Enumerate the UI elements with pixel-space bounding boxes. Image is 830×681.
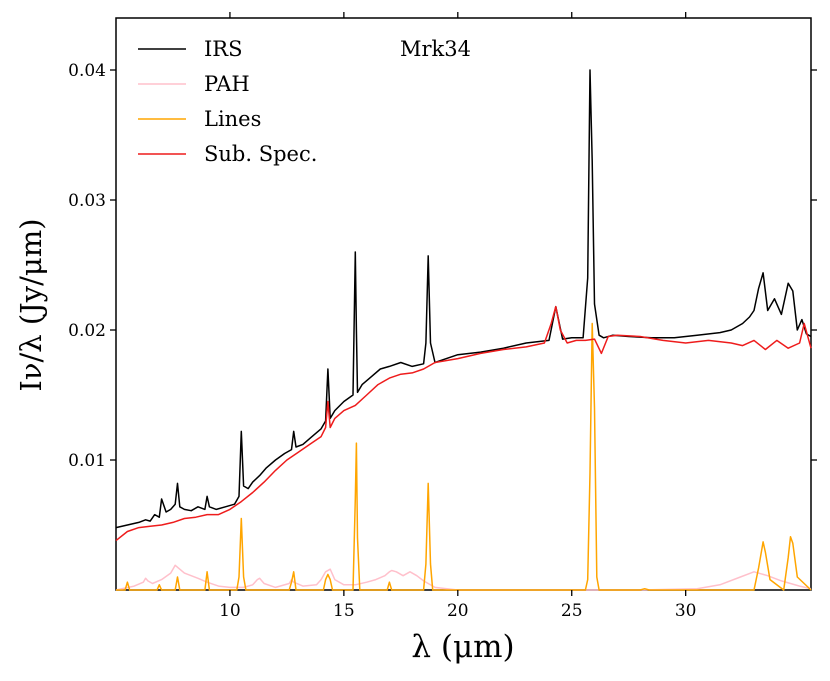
- y-tick-label-2: 0.03: [68, 191, 106, 211]
- legend-label-pah: PAH: [204, 72, 250, 96]
- legend-label-lines: Lines: [204, 107, 261, 131]
- series-layer: [115, 69, 812, 591]
- y-axis-ticks: 0.01 0.02 0.03 0.04: [68, 61, 817, 471]
- x-axis-label: λ (μm): [411, 629, 514, 665]
- series-line-lines: [116, 322, 812, 591]
- chart-annotation: Mrk34: [400, 37, 471, 61]
- plot-area: 10 15 20 25 30 0.01 0.02 0.03 0.04: [68, 12, 817, 621]
- y-tick-label-3: 0.04: [68, 61, 106, 81]
- y-tick-label-1: 0.02: [68, 321, 106, 341]
- x-tick-label-30: 30: [675, 601, 697, 621]
- series-line-pah: [115, 564, 812, 591]
- x-tick-label-25: 25: [561, 601, 583, 621]
- series-line-irs: [115, 69, 812, 529]
- legend-label-sub-spec: Sub. Spec.: [204, 142, 317, 166]
- x-tick-label-15: 15: [333, 601, 355, 621]
- x-tick-label-10: 10: [219, 601, 241, 621]
- series-line-sub-spec: [115, 305, 812, 542]
- legend: IRS PAH Lines Sub. Spec.: [138, 37, 317, 166]
- x-tick-label-20: 20: [447, 601, 469, 621]
- y-tick-label-0: 0.01: [68, 451, 106, 471]
- x-axis-ticks: 10 15 20 25 30: [219, 12, 696, 621]
- y-axis-label: Iν/λ (Jy/μm): [14, 218, 48, 391]
- plot-frame: [115, 17, 812, 591]
- legend-label-irs: IRS: [204, 37, 243, 61]
